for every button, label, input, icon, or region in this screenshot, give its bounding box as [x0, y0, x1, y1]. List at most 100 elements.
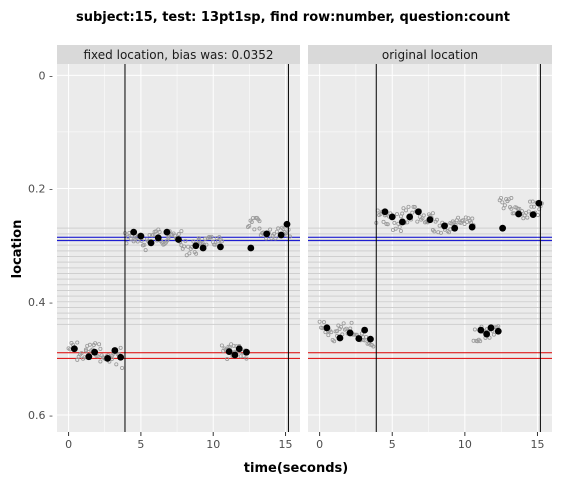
- raw-gaze-point: [529, 204, 534, 209]
- raw-gaze-point: [487, 335, 492, 340]
- raw-gaze-point: [385, 222, 390, 227]
- facet-panel-fixed-location: fixed location, bias was: 0.0352: [57, 45, 300, 432]
- raw-gaze-point: [135, 239, 140, 244]
- raw-gaze-point: [95, 354, 100, 359]
- x-tick-label: 10: [458, 438, 472, 451]
- raw-gaze-point: [412, 204, 417, 209]
- fixation-point: [499, 224, 507, 232]
- raw-gaze-point: [349, 320, 354, 325]
- raw-gaze-point: [219, 343, 224, 348]
- raw-gaze-point: [398, 228, 403, 233]
- raw-gaze-point: [209, 234, 214, 239]
- raw-gaze-point: [216, 239, 221, 244]
- raw-gaze-point: [335, 329, 340, 334]
- fixation-point: [336, 334, 344, 342]
- x-axis: 0 5 10 15 0 5 10 15: [65, 432, 544, 451]
- raw-gaze-point: [179, 229, 184, 234]
- x-tick-label: 5: [389, 438, 396, 451]
- raw-gaze-point: [281, 226, 286, 231]
- fixation-point: [192, 242, 200, 250]
- raw-gaze-point: [166, 236, 171, 241]
- raw-gaze-point: [268, 227, 273, 232]
- raw-gaze-point: [341, 321, 346, 326]
- raw-gaze-point: [332, 339, 337, 344]
- raw-gaze-point: [456, 215, 461, 220]
- raw-gaze-point: [321, 320, 326, 325]
- raw-gaze-point: [438, 230, 443, 235]
- raw-gaze-point: [257, 226, 262, 231]
- raw-gaze-point: [219, 239, 224, 244]
- raw-gaze-point: [128, 236, 133, 241]
- raw-gaze-point: [114, 362, 119, 367]
- raw-gaze-point: [247, 223, 252, 228]
- fixation-point: [104, 355, 112, 362]
- raw-gaze-point: [509, 196, 514, 201]
- raw-gaze-point: [406, 204, 411, 209]
- raw-gaze-point: [397, 225, 402, 230]
- raw-gaze-point: [329, 330, 334, 335]
- raw-gaze-point: [204, 242, 209, 247]
- fixation-point: [117, 353, 125, 361]
- raw-gaze-point: [461, 218, 466, 223]
- fixation-point: [111, 347, 119, 354]
- fixation-point: [147, 239, 155, 247]
- fixation-point: [247, 244, 255, 252]
- y-tick-label: 0 -: [39, 69, 53, 82]
- y-axis: 0 - 0.2 - 0.4 - 0.6 -: [28, 69, 53, 422]
- panel-background: [308, 64, 552, 432]
- raw-gaze-point: [317, 319, 322, 324]
- raw-gaze-point: [496, 324, 501, 329]
- raw-gaze-point: [509, 206, 514, 211]
- fixation-point: [361, 326, 369, 334]
- chart-title: subject:15, test: 13pt1sp, find row:numb…: [76, 10, 510, 25]
- raw-gaze-point: [196, 237, 201, 242]
- raw-gaze-point: [172, 233, 177, 238]
- raw-gaze-point: [371, 344, 376, 349]
- raw-gaze-point: [194, 251, 199, 256]
- fixation-point: [217, 243, 224, 251]
- raw-gaze-point: [203, 236, 208, 241]
- raw-gaze-point: [430, 211, 435, 216]
- fixation-point: [355, 335, 363, 342]
- raw-gaze-point: [97, 342, 102, 347]
- fixation-point: [263, 230, 271, 238]
- raw-gaze-point: [186, 244, 191, 249]
- raw-gaze-point: [125, 234, 130, 239]
- fixation-point: [406, 213, 414, 221]
- raw-gaze-point: [151, 233, 156, 238]
- fixation-point: [163, 228, 171, 236]
- strip-label-fixed-location: fixed location, bias was: 0.0352: [84, 48, 274, 62]
- fixation-point: [441, 222, 448, 230]
- raw-gaze-point: [191, 239, 196, 244]
- raw-gaze-point: [339, 324, 344, 329]
- raw-gaze-point: [252, 227, 257, 232]
- raw-gaze-point: [530, 199, 535, 204]
- raw-gaze-point: [272, 231, 277, 236]
- raw-gaze-point: [276, 226, 281, 231]
- raw-gaze-point: [434, 217, 439, 222]
- fixation-point: [388, 213, 396, 221]
- raw-gaze-point: [326, 333, 331, 338]
- raw-gaze-point: [98, 346, 103, 351]
- strip-background: [308, 45, 552, 64]
- raw-gaze-point: [196, 236, 201, 241]
- raw-gaze-point: [83, 347, 88, 352]
- raw-gaze-point: [176, 232, 181, 237]
- raw-gaze-point: [142, 242, 147, 247]
- fixation-point: [346, 329, 354, 337]
- y-tick-label: 0.2 -: [28, 183, 53, 196]
- raw-gaze-point: [183, 238, 188, 243]
- fixation-point: [175, 236, 182, 243]
- raw-gaze-point: [401, 206, 406, 211]
- panel-background: [57, 64, 300, 432]
- raw-gaze-point: [87, 342, 92, 347]
- raw-gaze-point: [153, 229, 158, 234]
- x-tick-label: 15: [279, 438, 293, 451]
- raw-gaze-point: [79, 351, 84, 356]
- fixation-point: [154, 234, 162, 242]
- fixation-point: [231, 351, 239, 359]
- x-tick-label: 15: [530, 438, 544, 451]
- raw-gaze-point: [225, 357, 230, 362]
- raw-gaze-point: [362, 338, 367, 343]
- x-tick-label: 0: [65, 438, 72, 451]
